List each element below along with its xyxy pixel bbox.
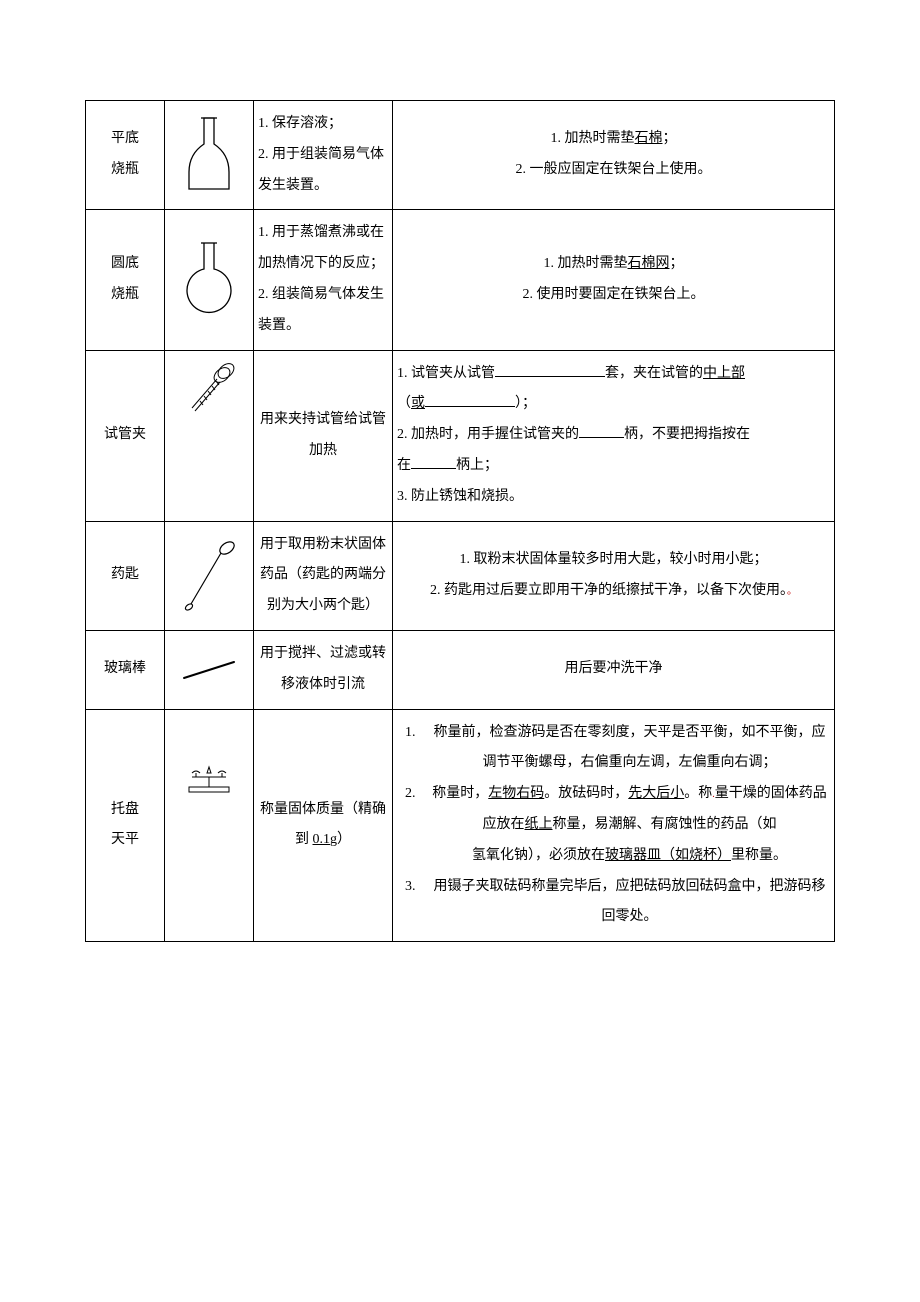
- notes-text: 。放砝码时，: [544, 786, 628, 801]
- flat-bottom-flask-icon: [186, 116, 232, 194]
- notes-underline: 石棉: [635, 131, 663, 146]
- usage-cell: 用于搅拌、过滤或转移液体时引流: [254, 630, 393, 709]
- notes-text: 套，夹在试管的: [605, 366, 703, 381]
- list-number: 2.: [405, 779, 429, 871]
- notes-text: 1. 取粉末状固体量较多时用大匙，较小时用小匙；: [460, 552, 768, 567]
- usage-cell: 用于取用粉末状固体药品（药匙的两端分别为大小两个匙）: [254, 521, 393, 630]
- notes-text: ；: [670, 256, 684, 271]
- notes-cell: 1. 取粉末状固体量较多时用大匙，较小时用小匙； 2. 药匙用过后要立即用干净的…: [393, 521, 835, 630]
- notes-text: 2. 一般应固定在铁架台上使用。: [516, 162, 712, 177]
- apparatus-name-cell: 托盘 天平: [86, 709, 165, 942]
- apparatus-image-cell: [165, 521, 254, 630]
- notes-text: 3. 防止锈蚀和烧损。: [397, 489, 523, 504]
- notes-underline: 玻璃器皿（如烧杯）: [605, 848, 731, 863]
- notes-cell: 1. 加热时需垫石棉； 2. 一般应固定在铁架台上使用。: [393, 101, 835, 210]
- usage-cell: 1. 保存溶液； 2. 用于组装简易气体发生装置。: [254, 101, 393, 210]
- fill-blank: [411, 454, 456, 469]
- test-tube-holder-icon: [182, 363, 237, 418]
- name-text: 圆底: [111, 256, 139, 271]
- notes-cell: 用后要冲洗干净: [393, 630, 835, 709]
- apparatus-image-cell: [165, 210, 254, 350]
- notes-text: 2. 药匙用过后要立即用干净的纸擦拭干净，以备下次使用。: [430, 583, 787, 598]
- notes-text: 柄上；: [456, 458, 498, 473]
- name-text: 托盘: [111, 802, 139, 817]
- notes-text: 用镊子夹取砝码称量完毕后，应把砝码放回砝码盒中，把游码移回零处。: [429, 872, 830, 934]
- notes-text: 1. 加热时需垫: [551, 131, 635, 146]
- usage-text: 用来夹持试管给试管加热: [260, 412, 386, 458]
- notes-underline: 左物右码: [488, 786, 544, 801]
- notes-text: 称量，易潮解、有腐蚀性的药品（如: [553, 817, 777, 832]
- usage-text: 1. 用于蒸馏煮沸或在加热情况下的反应；: [258, 225, 384, 271]
- notes-text: 柄，不要把拇指按在: [624, 427, 750, 442]
- notes-text: 。称: [684, 786, 712, 801]
- apparatus-name-cell: 药匙: [86, 521, 165, 630]
- apparatus-image-cell: [165, 101, 254, 210]
- apparatus-image-cell: [165, 630, 254, 709]
- usage-text: 用于搅拌、过滤或转移液体时引流: [260, 646, 386, 692]
- notes-text: 1. 试管夹从试管: [397, 366, 495, 381]
- notes-text: ；: [663, 131, 677, 146]
- fill-blank: [495, 362, 605, 377]
- apparatus-name-cell: 平底 烧瓶: [86, 101, 165, 210]
- table-row: 玻璃棒 用于搅拌、过滤或转移液体时引流 用后要冲洗干净: [86, 630, 835, 709]
- notes-underline: 或: [411, 396, 425, 411]
- table-row: 试管夹 用来夹持试管给试管加热 1. 试管夹从试管 套，夹在试管的中上部 （或 ）；…: [86, 350, 835, 521]
- red-marker-icon: 。: [787, 586, 797, 597]
- list-number: 3.: [405, 872, 429, 934]
- document-page: 平底 烧瓶 1. 保存溶液； 2. 用于组装简易气体发生装置。 1. 加热时需垫…: [0, 0, 920, 1042]
- apparatus-table: 平底 烧瓶 1. 保存溶液； 2. 用于组装简易气体发生装置。 1. 加热时需垫…: [85, 100, 835, 942]
- list-number: 1.: [405, 718, 429, 780]
- usage-text: 2. 组装简易气体发生装置。: [258, 287, 384, 333]
- notes-cell: 1. 加热时需垫石棉网； 2. 使用时要固定在铁架台上。: [393, 210, 835, 350]
- table-row: 平底 烧瓶 1. 保存溶液； 2. 用于组装简易气体发生装置。 1. 加热时需垫…: [86, 101, 835, 210]
- notes-cell: 1. 试管夹从试管 套，夹在试管的中上部 （或 ）； 2. 加热时，用手握住试管夹的…: [393, 350, 835, 521]
- notes-text: （: [397, 396, 411, 411]
- name-text: 试管夹: [104, 427, 146, 442]
- notes-text: 2. 加热时，用手握住试管夹的: [397, 427, 579, 442]
- notes-text: 用后要冲洗干净: [565, 661, 663, 676]
- name-text: 平底: [111, 131, 139, 146]
- notes-text: 里称量。: [731, 848, 787, 863]
- usage-underline: 0.1: [313, 832, 331, 847]
- notes-text: 1. 加热时需垫: [544, 256, 628, 271]
- usage-cell: 称量固体质量（精确到 0.1g）: [254, 709, 393, 942]
- balance-scale-icon: [184, 765, 234, 795]
- notes-underline: 先大后小: [628, 786, 684, 801]
- apparatus-name-cell: 圆底 烧瓶: [86, 210, 165, 350]
- table-row: 圆底 烧瓶 1. 用于蒸馏煮沸或在加热情况下的反应； 2. 组装简易气体发生装置…: [86, 210, 835, 350]
- notes-text: 称量时，: [432, 786, 488, 801]
- notes-text: 氢氧化钠），必须放在: [472, 848, 605, 863]
- glass-rod-icon: [179, 655, 239, 685]
- usage-text: g）: [330, 832, 351, 847]
- usage-text: 2. 用于组装简易气体发生装置。: [258, 147, 384, 193]
- round-bottom-flask-icon: [186, 241, 232, 319]
- usage-text: 1. 保存溶液；: [258, 116, 342, 131]
- table-row: 药匙 用于取用粉末状固体药品（药匙的两端分别为大小两个匙） 1. 取粉末状固体量…: [86, 521, 835, 630]
- name-text: 天平: [111, 832, 139, 847]
- notes-underline: 纸上: [525, 817, 553, 832]
- notes-text: ）；: [515, 396, 536, 411]
- usage-cell: 1. 用于蒸馏煮沸或在加热情况下的反应； 2. 组装简易气体发生装置。: [254, 210, 393, 350]
- name-text: 烧瓶: [111, 162, 139, 177]
- medicine-spoon-icon: [179, 536, 239, 616]
- name-text: 烧瓶: [111, 287, 139, 302]
- apparatus-name-cell: 试管夹: [86, 350, 165, 521]
- usage-cell: 用来夹持试管给试管加热: [254, 350, 393, 521]
- fill-blank: [579, 423, 624, 438]
- name-text: 药匙: [111, 567, 139, 582]
- notes-underline: 石棉网: [628, 256, 670, 271]
- table-row: 托盘 天平 称量固体质量（精确到 0.1g） 1. 称量前，检查游码是否在零刻度…: [86, 709, 835, 942]
- notes-text: 在: [397, 458, 411, 473]
- notes-cell: 1. 称量前，检查游码是否在零刻度，天平是否平衡，如不平衡，应调节平衡螺母，右偏…: [393, 709, 835, 942]
- notes-underline: 中上部: [703, 366, 745, 381]
- notes-text: 2. 使用时要固定在铁架台上。: [523, 287, 705, 302]
- apparatus-image-cell: [165, 709, 254, 942]
- fill-blank: [425, 392, 515, 407]
- usage-text: 用于取用粉末状固体药品（药匙的两端分别为大小两个匙）: [260, 537, 386, 614]
- apparatus-image-cell: [165, 350, 254, 521]
- notes-text: 称量前，检查游码是否在零刻度，天平是否平衡，如不平衡，应调节平衡螺母，右偏重向左…: [429, 718, 830, 780]
- name-text: 玻璃棒: [104, 661, 146, 676]
- apparatus-name-cell: 玻璃棒: [86, 630, 165, 709]
